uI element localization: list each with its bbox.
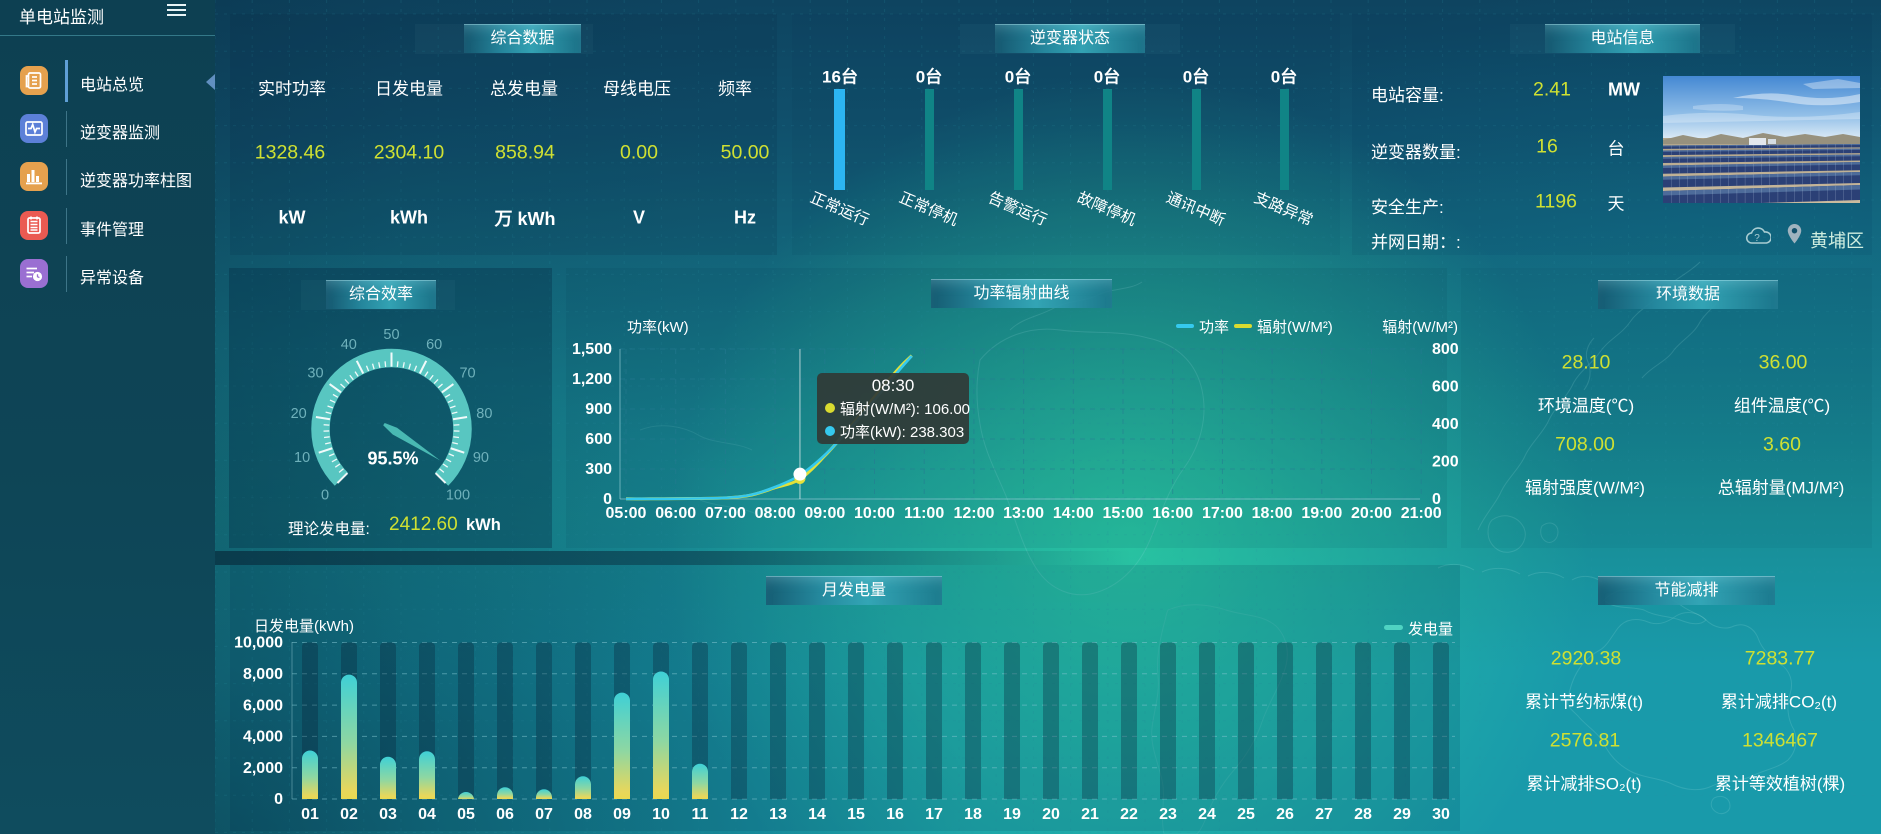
svg-text:辐射(W/M²): 辐射(W/M²) [1382,319,1458,336]
svg-text:01: 01 [301,806,319,823]
svg-text:06: 06 [496,806,514,823]
svg-text:05:00: 05:00 [606,505,647,522]
svg-text:09: 09 [613,806,631,823]
svg-text:28: 28 [1354,806,1372,823]
svg-text:29: 29 [1393,806,1411,823]
svg-text:14: 14 [808,806,826,823]
svg-text:21:00: 21:00 [1401,505,1442,522]
svg-text:18:00: 18:00 [1252,505,1293,522]
svg-text:2,000: 2,000 [243,760,283,777]
svg-text:25: 25 [1237,806,1255,823]
svg-text:60: 60 [426,337,442,353]
svg-text:27: 27 [1315,806,1333,823]
svg-text:日发电量(kWh): 日发电量(kWh) [254,618,354,635]
svg-text:800: 800 [1432,341,1459,358]
svg-text:12:00: 12:00 [953,505,994,522]
svg-text:0: 0 [1432,491,1441,508]
svg-text:?: ? [1754,233,1760,244]
svg-text:4,000: 4,000 [243,729,283,746]
svg-text:12: 12 [730,806,748,823]
svg-text:40: 40 [341,337,357,353]
svg-text:200: 200 [1432,454,1459,471]
svg-text:13: 13 [769,806,787,823]
svg-text:20: 20 [1042,806,1060,823]
svg-text:8,000: 8,000 [243,666,283,683]
svg-text:11:00: 11:00 [904,505,944,522]
svg-text:70: 70 [459,366,475,382]
svg-text:07: 07 [535,806,553,823]
svg-text:1,500: 1,500 [572,341,612,358]
svg-text:26: 26 [1276,806,1294,823]
svg-text:08: 08 [574,806,592,823]
svg-text:17: 17 [925,806,943,823]
svg-text:50: 50 [383,327,399,343]
svg-text:23: 23 [1159,806,1177,823]
svg-text:04: 04 [418,806,436,823]
svg-text:15:00: 15:00 [1103,505,1144,522]
svg-text:02: 02 [340,806,358,823]
svg-text:90: 90 [473,450,489,466]
svg-text:08:00: 08:00 [755,505,796,522]
svg-text:22: 22 [1120,806,1138,823]
svg-text:发电量: 发电量 [1408,621,1453,638]
svg-text:300: 300 [585,461,612,478]
svg-text:06:00: 06:00 [655,505,696,522]
svg-text:30: 30 [307,366,323,382]
svg-text:辐射(W/M²): 辐射(W/M²) [1257,319,1333,336]
svg-text:05: 05 [457,806,475,823]
svg-text:15: 15 [847,806,865,823]
svg-text:21: 21 [1081,806,1099,823]
svg-text:14:00: 14:00 [1053,505,1094,522]
svg-text:600: 600 [585,431,612,448]
svg-text:19:00: 19:00 [1301,505,1342,522]
svg-text:400: 400 [1432,416,1459,433]
svg-text:16: 16 [886,806,904,823]
svg-text:09:00: 09:00 [804,505,845,522]
svg-text:0: 0 [321,487,329,503]
svg-text:13:00: 13:00 [1003,505,1044,522]
svg-text:17:00: 17:00 [1202,505,1243,522]
svg-text:6,000: 6,000 [243,697,283,714]
svg-text:0: 0 [274,791,283,808]
svg-text:0: 0 [603,491,612,508]
svg-text:10: 10 [652,806,670,823]
svg-text:20:00: 20:00 [1351,505,1392,522]
svg-text:19: 19 [1003,806,1021,823]
svg-text:功率(kW): 功率(kW) [627,319,689,336]
svg-text:24: 24 [1198,806,1216,823]
svg-text:16:00: 16:00 [1152,505,1193,522]
svg-text:11: 11 [692,806,709,823]
svg-text:600: 600 [1432,379,1459,396]
svg-text:20: 20 [291,406,307,422]
svg-text:900: 900 [585,401,612,418]
svg-text:80: 80 [476,406,492,422]
svg-text:18: 18 [964,806,982,823]
svg-text:10: 10 [294,450,310,466]
svg-text:07:00: 07:00 [705,505,746,522]
svg-text:10:00: 10:00 [854,505,895,522]
svg-text:100: 100 [446,487,470,503]
svg-text:30: 30 [1432,806,1450,823]
svg-text:1,200: 1,200 [572,371,612,388]
svg-text:03: 03 [379,806,397,823]
svg-text:功率: 功率 [1199,319,1229,336]
svg-text:10,000: 10,000 [234,635,283,652]
